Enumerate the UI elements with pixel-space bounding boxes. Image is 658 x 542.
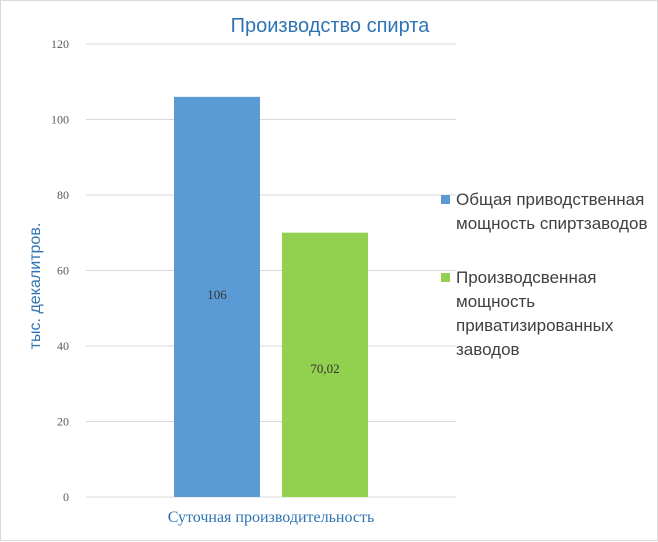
bar-value-label: 106 (207, 287, 227, 302)
y-tick-label: 120 (51, 37, 69, 51)
y-axis-label: тыс. декалитров. (27, 222, 44, 350)
y-tick-label: 60 (57, 264, 69, 278)
legend-item: Производсвенная мощность приватизированн… (441, 266, 651, 362)
bar-series-1 (174, 96, 260, 497)
y-tick-label: 100 (51, 113, 69, 127)
legend: Общая приводственная мощность спиртзавод… (441, 188, 651, 392)
bar-value-label: 70,02 (310, 361, 339, 376)
chart-title: Производство спирта (230, 15, 430, 37)
legend-label: Производсвенная мощность приватизированн… (456, 268, 614, 359)
y-tick-label: 0 (63, 490, 69, 504)
bar-series-2 (282, 232, 368, 497)
legend-swatch (441, 195, 450, 204)
y-tick-label: 40 (57, 339, 69, 353)
legend-label: Общая приводственная мощность спиртзавод… (456, 190, 648, 233)
x-axis-label: Суточная производительность (167, 509, 375, 526)
y-tick-label: 20 (57, 415, 69, 429)
legend-item: Общая приводственная мощность спиртзавод… (441, 188, 651, 236)
y-tick-label: 80 (57, 188, 69, 202)
legend-swatch (441, 273, 450, 282)
